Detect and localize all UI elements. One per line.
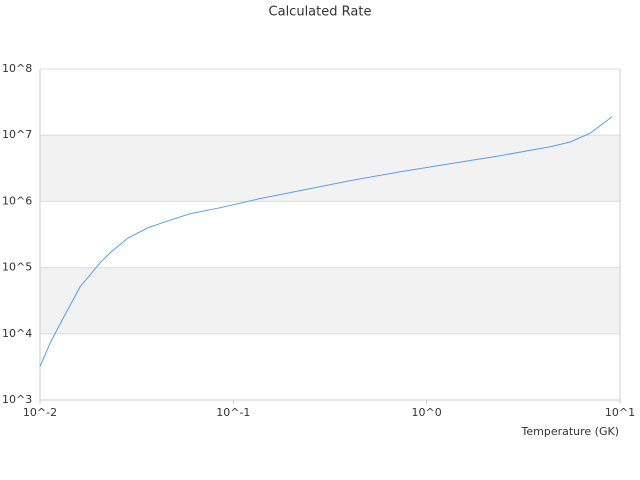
- y-tick-label: 10^3: [2, 393, 32, 406]
- y-tick-label: 10^5: [2, 261, 32, 274]
- y-tick-label: 10^4: [2, 327, 32, 340]
- x-tick-label: 10^-1: [216, 406, 250, 419]
- y-tick-label: 10^7: [2, 128, 32, 141]
- data-line: [39, 116, 613, 367]
- chart-title: Calculated Rate: [269, 5, 372, 20]
- y-tick-label: 10^6: [2, 194, 32, 207]
- grid-band: [40, 267, 620, 334]
- grid-band: [40, 135, 620, 202]
- x-tick-label: 10^0: [412, 406, 442, 419]
- x-tick-label: 10^-2: [23, 406, 57, 419]
- x-tick-label: 10^1: [605, 406, 635, 419]
- x-axis-label: Temperature (GK): [521, 425, 620, 438]
- y-tick-label: 10^8: [2, 62, 32, 75]
